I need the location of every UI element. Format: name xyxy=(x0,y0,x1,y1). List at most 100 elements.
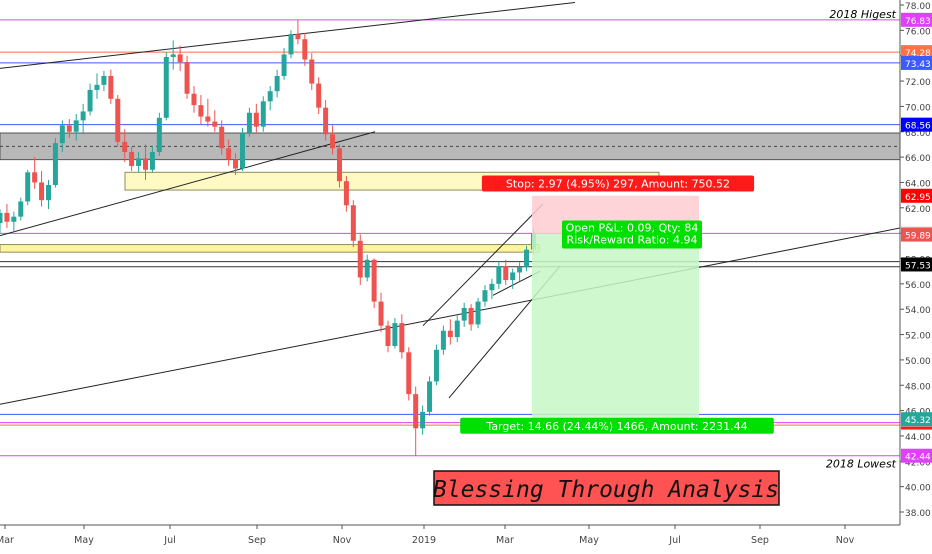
candle-body xyxy=(517,267,523,273)
price-axis-tag-bg xyxy=(901,412,932,427)
candle-body xyxy=(371,259,377,302)
candle-body xyxy=(115,98,121,142)
candle-body xyxy=(343,181,349,206)
candle-body xyxy=(406,352,412,395)
y-tick-label: 48.00 xyxy=(905,382,931,392)
x-tick-label: Mar xyxy=(0,535,14,546)
candle-body xyxy=(129,152,135,166)
candle-body xyxy=(433,349,439,382)
candle-body xyxy=(357,240,363,278)
candle-body xyxy=(475,301,481,325)
candle-body xyxy=(440,330,446,350)
candle-body xyxy=(336,148,342,182)
candle-body xyxy=(177,54,183,63)
candle-body xyxy=(198,105,204,117)
y-tick-label: 56.00 xyxy=(905,281,931,291)
price-axis-tag: 74.28 xyxy=(905,49,931,59)
candle-body xyxy=(447,330,453,338)
x-tick-label: Sep xyxy=(751,535,769,546)
candle-body xyxy=(454,320,460,338)
annotations-layer: 2018 Higest 2018 Lowest Blessing Through A… xyxy=(433,8,897,506)
candle-body xyxy=(461,307,467,321)
time-axis-bg xyxy=(0,525,932,550)
candle-body xyxy=(246,112,252,134)
candle-body xyxy=(233,159,239,169)
price-axis-tag-bg xyxy=(901,45,932,60)
trend-line xyxy=(0,131,376,237)
candle-body xyxy=(420,411,426,429)
price-axis-tag-bg xyxy=(901,257,932,272)
candle-body xyxy=(80,111,86,121)
x-tick-label: Mar xyxy=(496,535,514,546)
candle-body xyxy=(94,84,100,90)
y-tick-label: 62.00 xyxy=(905,205,931,215)
pnl-label-bg xyxy=(562,220,702,249)
candle-body xyxy=(281,54,287,76)
candle-body xyxy=(267,91,273,102)
target-label: Target: 14.66 (24.44%) 1466, Amount: 223… xyxy=(485,420,747,433)
candle-body xyxy=(427,381,433,412)
candle-body xyxy=(253,112,259,127)
candle-body xyxy=(163,56,169,118)
x-tick-label: May xyxy=(74,535,94,546)
price-axis-tag: 62.95 xyxy=(905,193,931,203)
candle-body xyxy=(496,266,502,284)
price-axis-tag: 42.44 xyxy=(905,453,931,463)
candle-body xyxy=(489,283,495,291)
y-tick-label: 70.00 xyxy=(905,103,931,113)
pnl-label: Open P&L: 0.09, Qty: 84 xyxy=(566,221,699,234)
trend-line xyxy=(0,1,576,69)
candle-body xyxy=(274,75,280,92)
y-tick-label: 40.00 xyxy=(905,484,931,494)
candle-body xyxy=(323,107,329,135)
take-profit-zone xyxy=(532,233,699,420)
candle-body xyxy=(295,34,301,40)
candle-body xyxy=(39,182,45,201)
candle-body xyxy=(212,121,218,127)
candle-body xyxy=(156,117,162,153)
supply-zone-yellow-lower xyxy=(0,244,540,253)
candle-body xyxy=(378,301,384,326)
candle-body xyxy=(191,93,197,106)
candle-body xyxy=(101,75,107,85)
candle-body xyxy=(18,201,24,217)
candle-body xyxy=(330,134,336,149)
candle-body xyxy=(66,125,72,132)
y-tick-label: 44.00 xyxy=(905,433,931,443)
stop-label: Stop: 2.97 (4.95%) 297, Amount: 750.52 xyxy=(506,177,730,190)
price-axis-tag: 57.53 xyxy=(905,261,931,271)
candle-body xyxy=(482,290,488,302)
y-tick-label: 64.00 xyxy=(905,179,931,189)
price-axis-tag-bg xyxy=(901,55,932,70)
y-tick-label: 66.00 xyxy=(905,154,931,164)
candle-body xyxy=(385,325,391,346)
y-tick-label: 68.00 xyxy=(905,129,931,139)
candle-body xyxy=(350,205,356,241)
price-axis-tag: 45.32 xyxy=(905,416,931,426)
candle-body xyxy=(87,89,93,112)
horizontal-levels-layer xyxy=(0,19,900,457)
y-tick-label: 76.00 xyxy=(905,27,931,37)
axis-marker-red xyxy=(901,426,932,430)
x-tick-label: Jul xyxy=(163,535,175,546)
candle-body xyxy=(239,133,245,169)
candle-body xyxy=(302,39,308,60)
annotation-2018-high: 2018 Higest xyxy=(829,8,896,21)
price-axis-tag-bg xyxy=(901,448,932,463)
risk-reward-label: Risk/Reward Ratio: 4.94 xyxy=(567,233,698,246)
price-axis-tag-bg xyxy=(901,12,932,27)
candle-body xyxy=(413,394,419,429)
y-tick-label: 42.00 xyxy=(905,458,931,468)
candle-body xyxy=(503,266,509,281)
x-tick-label: May xyxy=(579,535,599,546)
candle-body xyxy=(108,75,114,99)
candle-body xyxy=(136,158,142,166)
zones-layer xyxy=(0,132,901,253)
price-axis-tag-bg xyxy=(901,227,932,242)
candle-body xyxy=(170,54,176,57)
candle-body xyxy=(364,259,370,278)
position-tool: Stop: 2.97 (4.95%) 297, Amount: 750.52 Op… xyxy=(460,175,774,434)
candle-body xyxy=(316,83,322,108)
y-tick-label: 50.00 xyxy=(905,357,931,367)
